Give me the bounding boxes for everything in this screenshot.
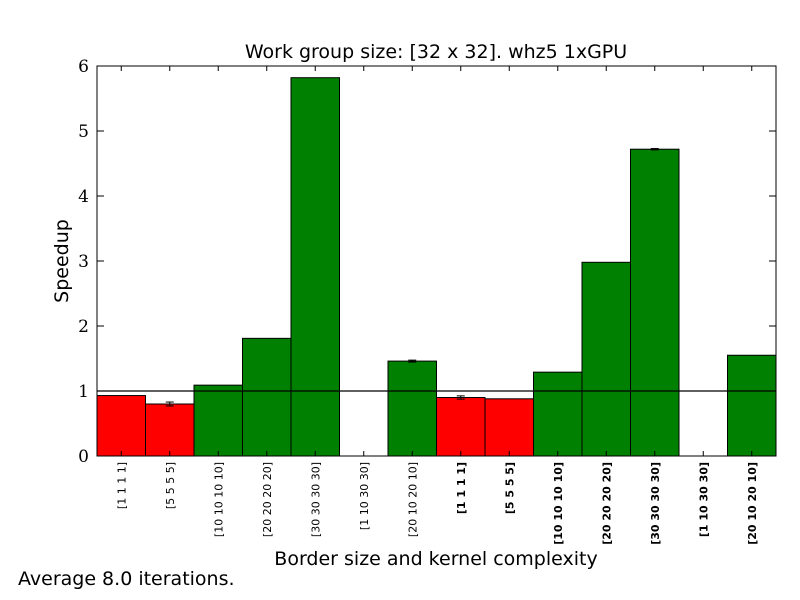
ticks-layer: [97, 65, 776, 457]
x-tick-label: [30 30 30 30]: [309, 462, 322, 537]
y-tick-label: 3: [78, 252, 89, 272]
x-tick-label: [30 30 30 30]: [649, 462, 662, 545]
x-tick-label: [5 5 5 5]: [164, 462, 177, 509]
bar: [630, 148, 680, 457]
x-tick-label: [1 1 1 1]: [455, 462, 468, 514]
bar: [145, 403, 195, 457]
x-tick-label: [20 20 20 20]: [600, 462, 613, 545]
y-tick-label: 6: [78, 57, 89, 77]
footer-note: Average 8.0 iterations.: [18, 568, 235, 590]
y-tick-label: 1: [78, 382, 89, 402]
bar: [581, 261, 631, 457]
bar: [96, 395, 146, 457]
x-tick-label: [1 10 30 30]: [697, 462, 710, 537]
bar: [290, 77, 340, 457]
y-tick-label: 5: [78, 122, 89, 142]
x-tick-label: [20 10 20 10]: [406, 462, 419, 537]
x-axis-label: Border size and kernel complexity: [274, 548, 597, 570]
x-tick-label: [1 1 1 1]: [115, 462, 128, 509]
x-tick-label: [10 10 10 10]: [212, 462, 225, 537]
x-tick-label: [20 20 20 20]: [261, 462, 274, 537]
bar: [484, 398, 534, 457]
error-bars-layer: [165, 148, 659, 407]
chart-title: Work group size: [32 x 32]. whz5 1xGPU: [245, 41, 627, 63]
x-tick-label: [5 5 5 5]: [503, 462, 516, 514]
y-tick-labels: 0 1 2 3 4 5 6: [78, 57, 89, 467]
y-tick-label: 0: [78, 447, 89, 467]
y-tick-label: 4: [78, 187, 89, 207]
bar: [436, 397, 486, 457]
y-axis-label: Speedup: [51, 219, 73, 303]
bar: [193, 384, 243, 457]
bar: [242, 337, 292, 457]
bars-layer: [96, 77, 777, 457]
y-tick-label: 2: [78, 317, 89, 337]
x-tick-label: [20 10 20 10]: [746, 462, 759, 545]
plot-frame: [96, 65, 777, 457]
x-tick-labels: [1 1 1 1] [5 5 5 5] [10 10 10 10] [20 20 20…: [115, 462, 759, 545]
x-tick-label: [10 10 10 10]: [552, 462, 565, 545]
bar: [387, 360, 437, 457]
bar: [727, 354, 777, 457]
bar: [533, 371, 583, 457]
x-tick-label: [1 10 30 30]: [358, 462, 371, 530]
